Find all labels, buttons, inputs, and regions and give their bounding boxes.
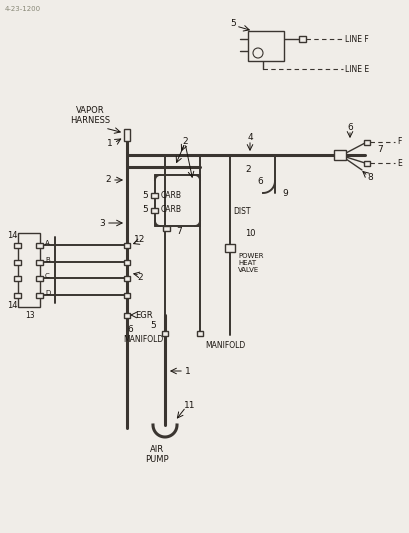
Text: CARB: CARB [161, 190, 182, 199]
Text: MANIFOLD: MANIFOLD [204, 341, 245, 350]
Text: D: D [45, 290, 50, 296]
Text: 6: 6 [346, 123, 352, 132]
Text: EGR: EGR [135, 311, 152, 319]
Text: LINE F: LINE F [344, 35, 368, 44]
Text: CARB: CARB [161, 206, 182, 214]
Bar [299, 36, 306, 42]
Text: E: E [396, 158, 401, 167]
Bar [225, 244, 234, 252]
Text: 11: 11 [184, 400, 195, 409]
Text: MANIFOLD: MANIFOLD [123, 335, 163, 344]
Text: 2: 2 [137, 273, 142, 282]
Text: F: F [396, 138, 400, 147]
Text: 2: 2 [105, 175, 110, 184]
Bar [36, 293, 43, 297]
Bar [124, 260, 130, 264]
Bar [14, 260, 21, 264]
Text: LINE E: LINE E [344, 64, 368, 74]
Text: 12: 12 [134, 236, 145, 245]
Text: C: C [45, 273, 49, 279]
Text: 5: 5 [229, 19, 235, 28]
Bar [151, 207, 158, 213]
Text: 5: 5 [142, 206, 148, 214]
Text: 3: 3 [99, 219, 105, 228]
Text: 8: 8 [366, 174, 372, 182]
Text: 7: 7 [176, 227, 182, 236]
Text: POWER
HEAT
VALVE: POWER HEAT VALVE [237, 253, 263, 273]
Bar [124, 293, 130, 297]
Bar [14, 293, 21, 297]
Text: 13: 13 [25, 311, 35, 319]
Circle shape [252, 48, 262, 58]
Bar [162, 330, 168, 335]
Text: 6: 6 [256, 176, 262, 185]
Text: 5: 5 [142, 190, 148, 199]
Text: 14: 14 [7, 301, 17, 310]
Text: AIR
PUMP: AIR PUMP [145, 445, 169, 464]
Bar [363, 140, 369, 144]
Text: 2: 2 [245, 165, 250, 174]
Bar [333, 150, 345, 160]
Bar [196, 330, 202, 335]
Bar [36, 276, 43, 280]
Bar [124, 276, 130, 280]
Text: 1: 1 [185, 367, 191, 376]
Text: VAPOR
HARNESS: VAPOR HARNESS [70, 106, 110, 125]
Text: 7: 7 [376, 146, 382, 155]
Text: 5: 5 [150, 320, 155, 329]
Bar [14, 243, 21, 247]
Bar [124, 243, 130, 247]
Bar [247, 31, 283, 61]
Text: B: B [45, 257, 49, 263]
Bar [18, 233, 40, 307]
Bar [124, 129, 130, 141]
Text: 2: 2 [182, 136, 187, 146]
Text: A: A [45, 240, 49, 246]
Bar [124, 312, 130, 318]
Bar [163, 225, 170, 230]
Bar [36, 260, 43, 264]
Text: 4: 4 [247, 133, 252, 141]
Text: 4-23-1200: 4-23-1200 [5, 6, 41, 12]
Bar [14, 276, 21, 280]
Text: 9: 9 [281, 189, 287, 198]
Text: DIST: DIST [232, 206, 250, 215]
Text: 1: 1 [107, 139, 112, 148]
Bar [36, 243, 43, 247]
Text: 6: 6 [127, 326, 133, 335]
Bar [334, 151, 344, 158]
Text: 10: 10 [244, 229, 255, 238]
Text: 14: 14 [7, 230, 17, 239]
Bar [151, 192, 158, 198]
Bar [363, 160, 369, 166]
